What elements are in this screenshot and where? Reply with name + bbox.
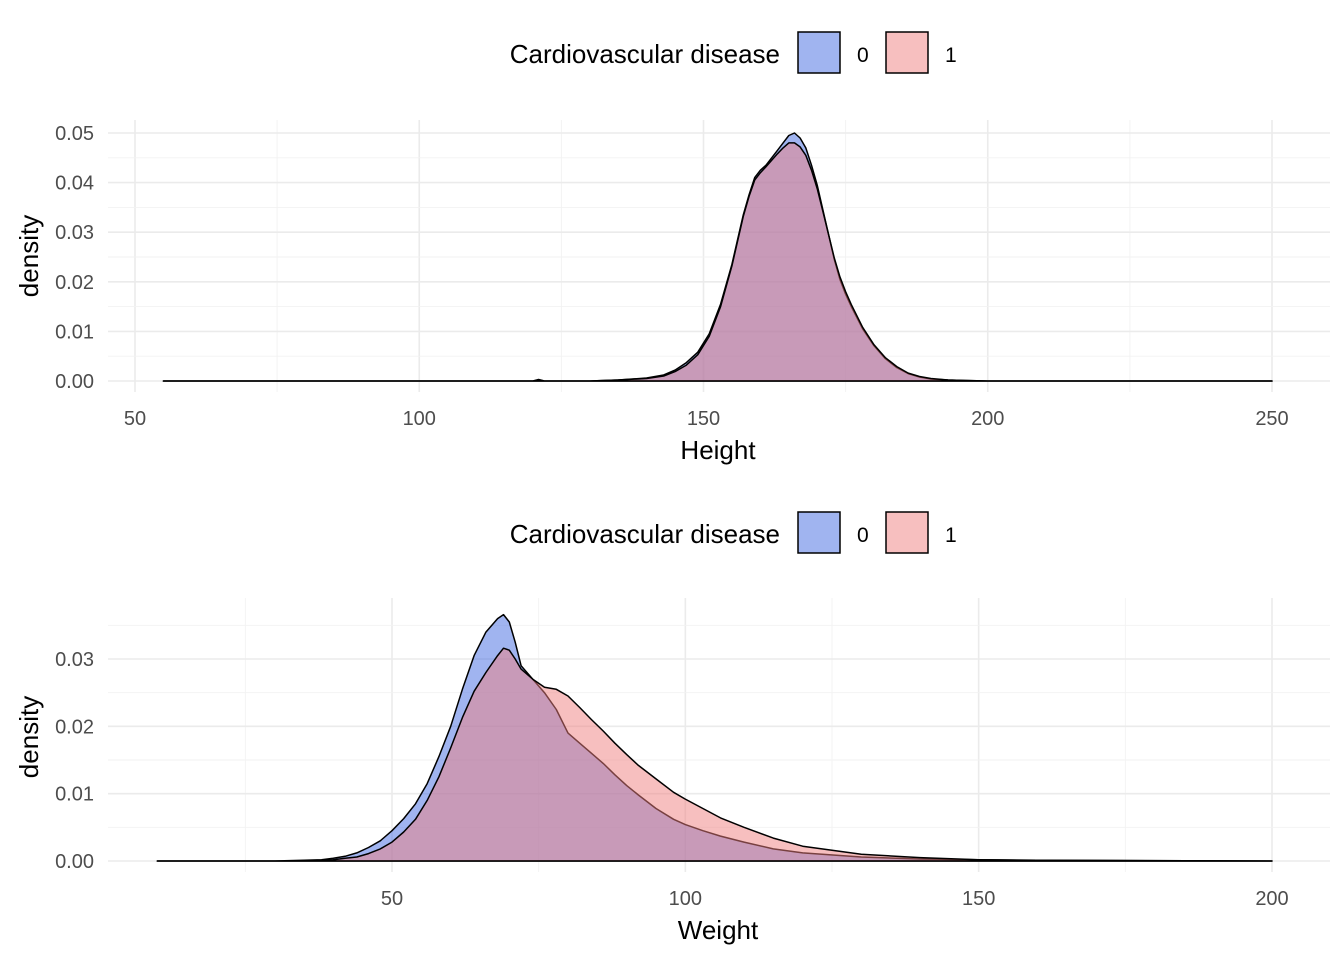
height-y-tick-label: 0.03 xyxy=(55,222,94,244)
weight-y-tick-label: 0.02 xyxy=(55,716,94,738)
height-legend-label-1: 1 xyxy=(945,44,957,67)
weight-density-areas xyxy=(156,613,1273,862)
weight-x-axis-title: Weight xyxy=(678,915,759,945)
height-x-tick-label: 150 xyxy=(687,408,720,430)
height-y-axis: 0.00 0.01 0.02 0.03 0.04 0.05 density xyxy=(14,123,94,393)
height-y-tick-label: 0.00 xyxy=(55,371,94,393)
height-density-area-1 xyxy=(162,142,1273,382)
weight-panel: Cardiovascular disease 0 1 0.00 0.01 0.0… xyxy=(14,511,1330,945)
weight-y-axis-title: density xyxy=(14,696,44,778)
weight-x-tick-label: 50 xyxy=(381,888,403,910)
weight-legend: Cardiovascular disease 0 1 xyxy=(510,511,957,554)
height-y-tick-label: 0.05 xyxy=(55,123,94,145)
weight-y-tick-label: 0.00 xyxy=(55,851,94,873)
height-x-tick-label: 50 xyxy=(124,408,146,430)
weight-x-axis: 50 100 150 200 Weight xyxy=(381,888,1289,945)
height-legend-title: Cardiovascular disease xyxy=(510,39,780,69)
height-legend-swatch-0 xyxy=(797,31,841,74)
height-density-areas xyxy=(162,132,1273,382)
weight-y-tick-label: 0.01 xyxy=(55,784,94,806)
height-y-tick-label: 0.01 xyxy=(55,321,94,343)
height-x-axis: 50 100 150 200 250 Height xyxy=(124,408,1289,465)
height-x-tick-label: 100 xyxy=(403,408,436,430)
height-legend: Cardiovascular disease 0 1 xyxy=(510,31,957,74)
weight-x-tick-label: 200 xyxy=(1255,888,1288,910)
weight-x-tick-label: 100 xyxy=(669,888,702,910)
weight-legend-swatch-0 xyxy=(797,511,841,554)
height-x-tick-label: 250 xyxy=(1255,408,1288,430)
height-x-axis-title: Height xyxy=(680,435,756,465)
height-legend-label-0: 0 xyxy=(857,44,869,67)
weight-x-tick-label: 150 xyxy=(962,888,995,910)
height-gridlines xyxy=(108,120,1330,392)
height-y-tick-label: 0.02 xyxy=(55,272,94,294)
height-y-axis-title: density xyxy=(14,215,44,297)
weight-legend-label-0: 0 xyxy=(857,524,869,547)
weight-legend-swatch-1 xyxy=(885,511,929,554)
height-y-tick-label: 0.04 xyxy=(55,173,94,195)
weight-y-tick-label: 0.03 xyxy=(55,649,94,671)
height-legend-swatch-1 xyxy=(885,31,929,74)
weight-density-area-1 xyxy=(156,647,1273,862)
height-x-tick-label: 200 xyxy=(971,408,1004,430)
weight-legend-title: Cardiovascular disease xyxy=(510,519,780,549)
weight-y-axis: 0.00 0.01 0.02 0.03 density xyxy=(14,649,94,873)
height-panel: Cardiovascular disease 0 1 0.00 0.01 0.0… xyxy=(14,31,1330,465)
weight-legend-label-1: 1 xyxy=(945,524,957,547)
